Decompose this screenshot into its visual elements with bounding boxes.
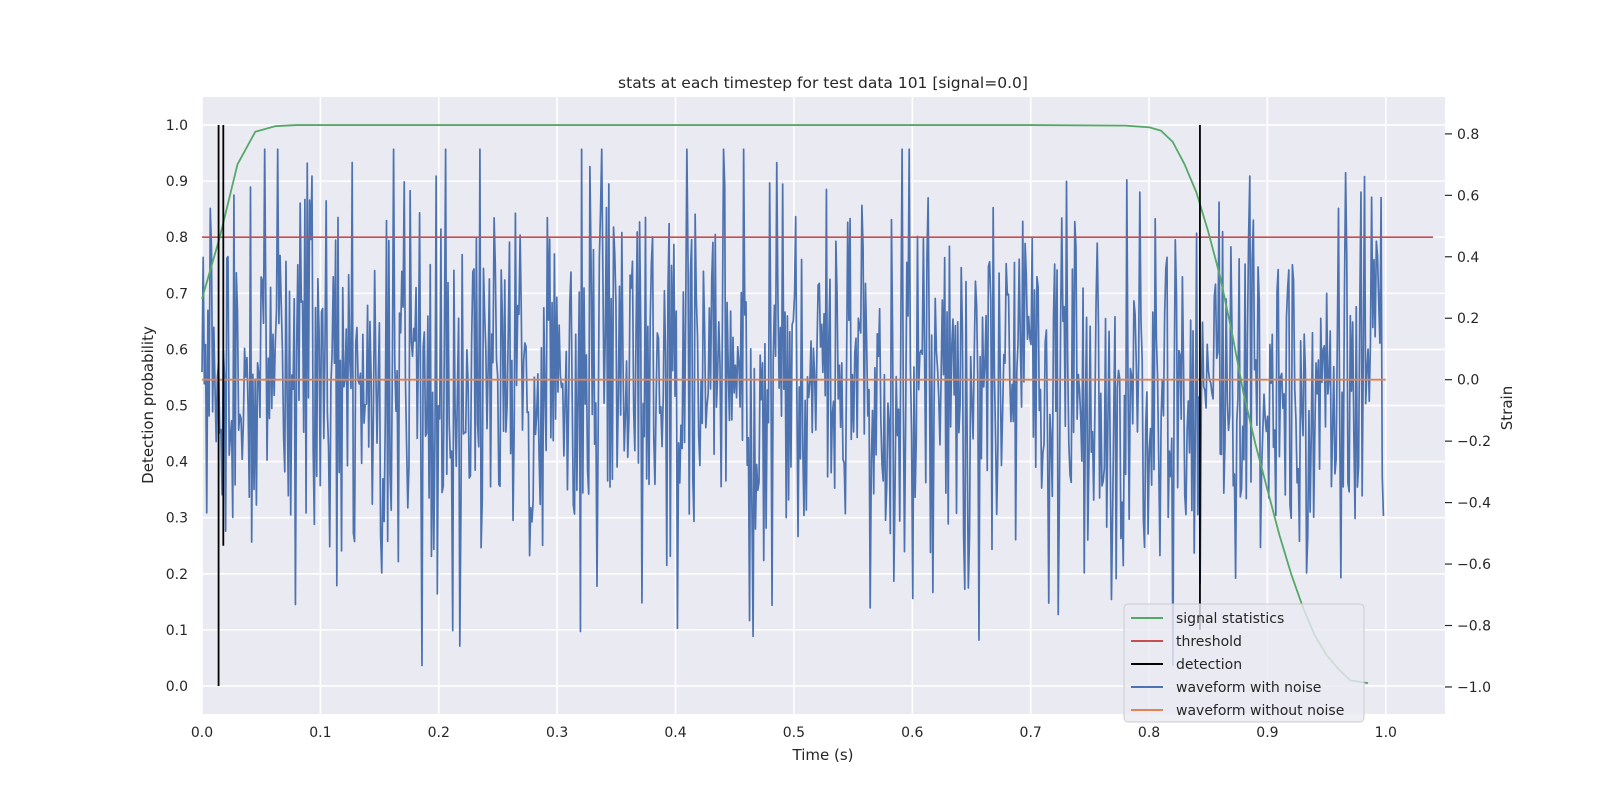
y2-tick-label: 0.0 bbox=[1457, 373, 1479, 389]
x-tick-label: 0.4 bbox=[664, 725, 686, 741]
signal-statistics-line bbox=[201, 124, 1369, 685]
x-tick-label: 0.7 bbox=[1020, 725, 1042, 741]
x-tick-label: 0.8 bbox=[1138, 725, 1160, 741]
x-tick-label: 0.9 bbox=[1256, 725, 1278, 741]
legend-label: threshold bbox=[1176, 634, 1242, 650]
y-axis-label: Detection probability bbox=[139, 326, 157, 484]
legend: signal statistics threshold detection wavef… bbox=[1123, 603, 1365, 723]
y-tick-label: 0.3 bbox=[166, 511, 188, 527]
legend-box bbox=[1123, 603, 1365, 723]
x-tick-label: 0.5 bbox=[783, 725, 805, 741]
y-tick-label: 0.6 bbox=[166, 342, 188, 358]
legend-label: waveform with noise bbox=[1176, 680, 1321, 696]
y2-tick-label: −0.4 bbox=[1457, 496, 1491, 512]
y2-tick-label: 0.8 bbox=[1457, 127, 1479, 143]
y2-tick-label: −0.6 bbox=[1457, 557, 1491, 573]
x-tick-label: 0.3 bbox=[546, 725, 568, 741]
y2-tick-label: 0.2 bbox=[1457, 311, 1479, 327]
waveform-with-noise-line bbox=[201, 148, 1385, 667]
x-tick-label: 0.2 bbox=[428, 725, 450, 741]
x-tick-label: 0.6 bbox=[901, 725, 923, 741]
y-tick-label: 0.8 bbox=[166, 230, 188, 246]
y-tick-label: 0.9 bbox=[166, 174, 188, 190]
y-tick-label: 0.4 bbox=[166, 455, 188, 471]
legend-label: waveform without noise bbox=[1176, 703, 1344, 719]
data-layer bbox=[201, 124, 1434, 686]
x-tick-label: 0.1 bbox=[309, 725, 331, 741]
y2-tick-label: 0.6 bbox=[1457, 188, 1479, 204]
y2-tick-label: −1.0 bbox=[1457, 680, 1491, 696]
y-tick-label: 0.7 bbox=[166, 286, 188, 302]
y-tick-label: 0.2 bbox=[166, 567, 188, 583]
axes: 0.0 0.1 0.2 0.3 0.4 0.5 0.6 0.7 0.8 0.9 1.0 0.0 0.1 0… bbox=[166, 118, 1491, 741]
x-tick-label: 1.0 bbox=[1375, 725, 1397, 741]
y2-axis-label: Strain bbox=[1498, 386, 1516, 430]
y2-tick-label: −0.2 bbox=[1457, 434, 1491, 450]
y-tick-label: 0.1 bbox=[166, 623, 188, 639]
y-tick-label: 0.5 bbox=[166, 399, 188, 415]
y2-tick-label: −0.8 bbox=[1457, 619, 1491, 635]
y2-tick-label: 0.4 bbox=[1457, 250, 1479, 266]
legend-label: signal statistics bbox=[1176, 611, 1284, 627]
y-tick-label: 1.0 bbox=[166, 118, 188, 134]
x-axis-label: Time (s) bbox=[792, 746, 854, 764]
x-tick-label: 0.0 bbox=[191, 725, 213, 741]
legend-label: detection bbox=[1176, 657, 1242, 673]
y-tick-label: 0.0 bbox=[166, 679, 188, 695]
chart-title: stats at each timestep for test data 101… bbox=[618, 74, 1028, 92]
